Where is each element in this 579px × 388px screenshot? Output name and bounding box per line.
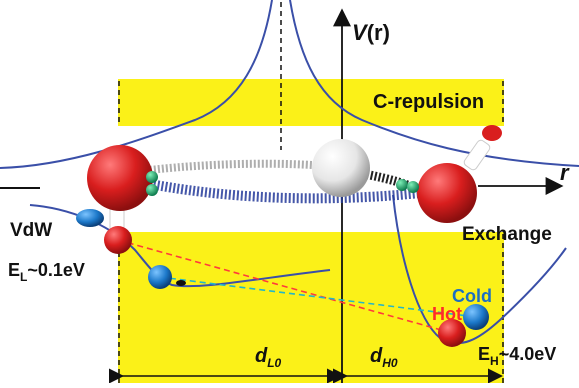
hot-label: Hot <box>432 304 462 324</box>
left-molecule-blue-atom <box>76 209 104 227</box>
repulsion-band-top <box>118 79 504 126</box>
hot-ball <box>438 319 466 347</box>
central-hydrogen-atom <box>312 139 370 197</box>
green-dot <box>396 179 408 191</box>
spring-chain <box>128 159 421 204</box>
cold-path-line <box>159 276 477 318</box>
left-oxygen-atom <box>87 145 153 211</box>
cold-ball <box>463 304 489 330</box>
vdw-label: VdW <box>10 220 52 241</box>
exchange-label: Exchange <box>462 224 552 245</box>
low-energy-ball <box>104 226 132 254</box>
green-dot <box>407 181 419 193</box>
repulsion-curve <box>0 0 579 169</box>
vdw-well-ball <box>148 265 172 289</box>
low-energy-label: EL~0.1eV <box>8 260 85 284</box>
x-axis-label: r <box>560 160 570 185</box>
green-dot <box>146 171 158 183</box>
green-dot <box>146 184 158 196</box>
right-oxygen-atom <box>417 163 477 223</box>
repulsion-label: C-repulsion <box>373 91 484 113</box>
hot-path-line <box>117 239 453 334</box>
y-axis-label: V(r) <box>352 20 390 45</box>
cold-label: Cold <box>452 286 492 306</box>
bottom-band <box>118 232 504 383</box>
right-bond <box>463 139 491 171</box>
high-energy-label: EH~4.0eV <box>478 344 556 368</box>
vdw-well-marker <box>176 280 186 286</box>
right-tip-atom <box>482 125 502 141</box>
right-molecule <box>396 125 502 223</box>
d-high-label: dH0 <box>370 345 398 370</box>
left-molecule <box>76 145 158 233</box>
d-low-label: dL0 <box>255 345 282 370</box>
